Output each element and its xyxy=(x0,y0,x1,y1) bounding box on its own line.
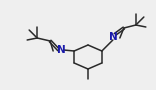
Text: N: N xyxy=(57,45,66,55)
Text: N: N xyxy=(110,32,118,42)
